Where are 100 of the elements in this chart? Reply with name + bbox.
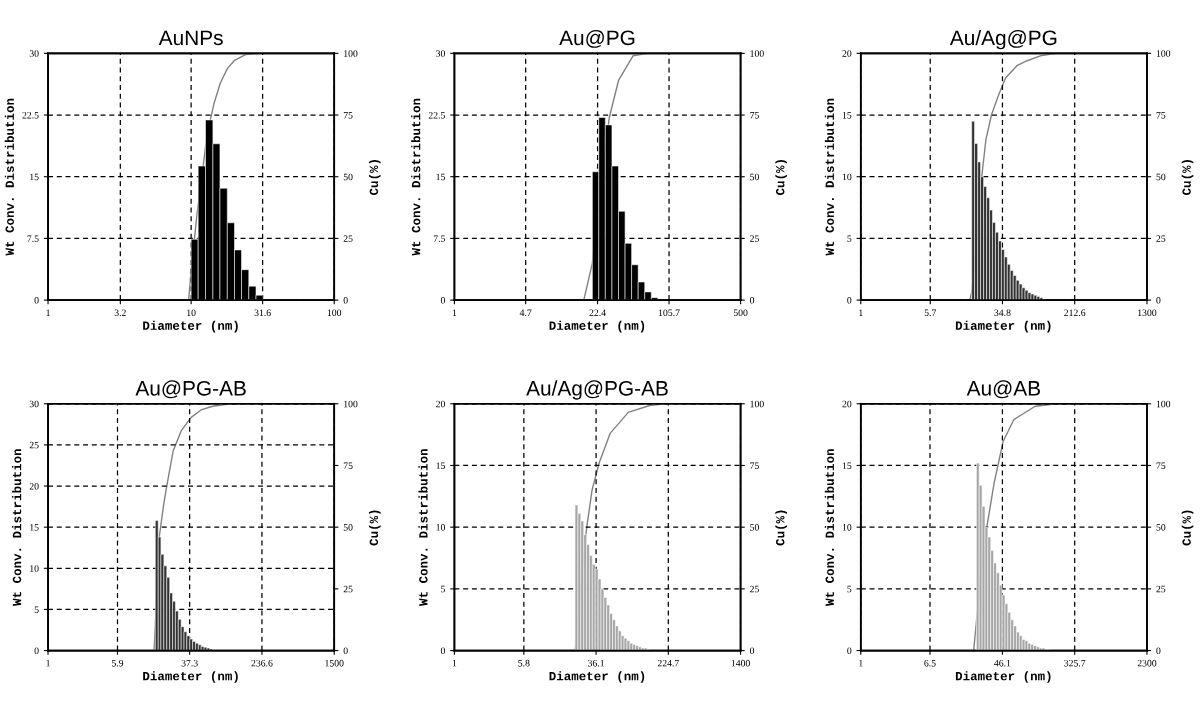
y2-tick-label: 25 xyxy=(750,235,759,242)
y2-tick-label: 0 xyxy=(749,297,755,304)
y2-tick-label: 0 xyxy=(1156,647,1161,655)
y-tick-label: 30 xyxy=(29,50,39,57)
chart-title: Au/Ag@PG xyxy=(949,29,1057,50)
y2-tick-label: 25 xyxy=(1156,235,1166,242)
y2-axis-title: Cu(%) xyxy=(1181,510,1194,546)
y-axis-title: Wt Conv. Distribution xyxy=(824,449,834,606)
x-tick-label: 3.2 xyxy=(114,309,126,317)
chart-title: Au@PG xyxy=(559,29,635,48)
x-tick-label: 325.7 xyxy=(1064,659,1086,667)
y2-tick-label: 0 xyxy=(1156,297,1161,304)
y-tick-label: 20 xyxy=(842,400,852,408)
y-axis-title: Wt Conv. Distribution xyxy=(411,98,421,256)
x-tick-label: 236.6 xyxy=(251,659,273,667)
y2-tick-label: 25 xyxy=(343,585,353,593)
y-tick-label: 7.5 xyxy=(27,235,39,242)
y2-tick-label: 25 xyxy=(750,585,759,593)
x-tick-label: 1 xyxy=(859,659,863,667)
x-tick-label: 1 xyxy=(452,659,457,667)
x-tick-label: 1 xyxy=(46,309,50,316)
y-tick-label: 0 xyxy=(440,647,446,655)
x-axis-title: Diameter (nm) xyxy=(143,671,238,683)
x-axis-title: Diameter (nm) xyxy=(143,320,238,333)
x-tick-label: 1 xyxy=(859,309,863,316)
x-tick-label: 22.4 xyxy=(589,309,606,317)
x-tick-label: 100 xyxy=(327,309,342,316)
y2-tick-label: 50 xyxy=(343,524,353,531)
y-tick-label: 30 xyxy=(436,50,446,57)
x-tick-label: 5.8 xyxy=(518,659,530,667)
y-tick-label: 20 xyxy=(436,400,446,408)
y2-tick-label: 50 xyxy=(343,173,353,181)
x-tick-label: 46.1 xyxy=(994,659,1011,667)
y2-tick-label: 0 xyxy=(343,297,348,304)
x-tick-label: 1 xyxy=(452,309,457,316)
y2-tick-label: 75 xyxy=(750,462,759,469)
x-axis-title: Diameter (nm) xyxy=(955,671,1051,683)
y-tick-label: 25 xyxy=(29,441,39,449)
y2-axis-title: Cu(%) xyxy=(368,160,381,195)
y-tick-label: 22.5 xyxy=(22,111,39,119)
y2-axis-title: Cu(%) xyxy=(368,510,381,546)
y-tick-label: 15 xyxy=(30,524,39,531)
y-tick-label: 15 xyxy=(30,173,39,181)
x-tick-label: 105.7 xyxy=(658,309,680,317)
chart-title: Au@PG-AB xyxy=(135,380,246,399)
y2-tick-label: 75 xyxy=(1156,112,1166,119)
x-axis-title: Diameter (nm) xyxy=(549,320,645,333)
y-tick-label: 10 xyxy=(436,524,446,531)
x-tick-label: 31.6 xyxy=(254,309,271,317)
y-tick-label: 15 xyxy=(842,462,852,469)
x-tick-label: 1500 xyxy=(325,659,344,667)
y-tick-label: 10 xyxy=(842,173,852,181)
y-tick-label: 15 xyxy=(436,173,445,181)
y2-tick-label: 100 xyxy=(750,50,764,57)
y-tick-label: 20 xyxy=(29,482,39,490)
y-tick-label: 5 xyxy=(847,585,852,593)
y-tick-label: 0 xyxy=(34,647,39,655)
y-tick-label: 22.5 xyxy=(428,111,445,119)
y-tick-label: 15 xyxy=(842,111,852,119)
y-axis-title: Wt Conv. Distribution xyxy=(418,449,428,606)
y2-tick-label: 50 xyxy=(750,173,759,181)
y2-axis-title: Cu(%) xyxy=(775,160,787,195)
y2-tick-label: 100 xyxy=(344,50,358,57)
y2-tick-label: 25 xyxy=(343,235,353,242)
y2-tick-label: 75 xyxy=(750,112,759,119)
y-axis-title: Wt Conv. Distribution xyxy=(4,98,14,256)
y2-tick-label: 100 xyxy=(750,400,764,408)
y-tick-label: 0 xyxy=(34,297,39,304)
y2-tick-label: 0 xyxy=(749,647,755,655)
y2-tick-label: 50 xyxy=(1156,173,1166,181)
y-tick-label: 7.5 xyxy=(433,235,445,242)
x-tick-label: 2300 xyxy=(1137,659,1157,667)
x-tick-label: 37.3 xyxy=(181,659,198,667)
y2-tick-label: 75 xyxy=(1156,462,1166,469)
x-tick-label: 34.8 xyxy=(994,309,1011,317)
x-tick-label: 4.7 xyxy=(519,309,532,317)
y2-tick-label: 25 xyxy=(1156,585,1166,593)
x-axis-title: Diameter (nm) xyxy=(955,320,1051,333)
chart-title: Au@AB xyxy=(966,380,1040,399)
y-tick-label: 0 xyxy=(847,647,852,655)
y-axis-title: Wt Conv. Distribution xyxy=(824,98,834,256)
x-tick-label: 500 xyxy=(733,309,748,316)
y2-tick-label: 50 xyxy=(750,524,759,531)
y2-tick-label: 75 xyxy=(343,462,353,469)
y-tick-label: 0 xyxy=(440,297,446,304)
x-tick-label: 5.7 xyxy=(924,309,937,317)
y-tick-label: 10 xyxy=(842,524,852,531)
y2-tick-label: 50 xyxy=(1156,524,1166,531)
y-tick-label: 30 xyxy=(29,400,39,408)
x-tick-label: 224.7 xyxy=(657,659,679,667)
y2-tick-label: 100 xyxy=(1156,400,1171,408)
y2-tick-label: 75 xyxy=(343,112,353,119)
x-tick-label: 1300 xyxy=(1138,309,1157,316)
y-tick-label: 15 xyxy=(436,462,445,469)
y-tick-label: 10 xyxy=(30,565,39,572)
chart-title: AuNPs xyxy=(158,30,223,46)
y-tick-label: 20 xyxy=(842,50,852,57)
y2-tick-label: 0 xyxy=(343,647,348,655)
x-tick-label: 212.6 xyxy=(1064,309,1086,317)
y-tick-label: 0 xyxy=(847,297,852,304)
